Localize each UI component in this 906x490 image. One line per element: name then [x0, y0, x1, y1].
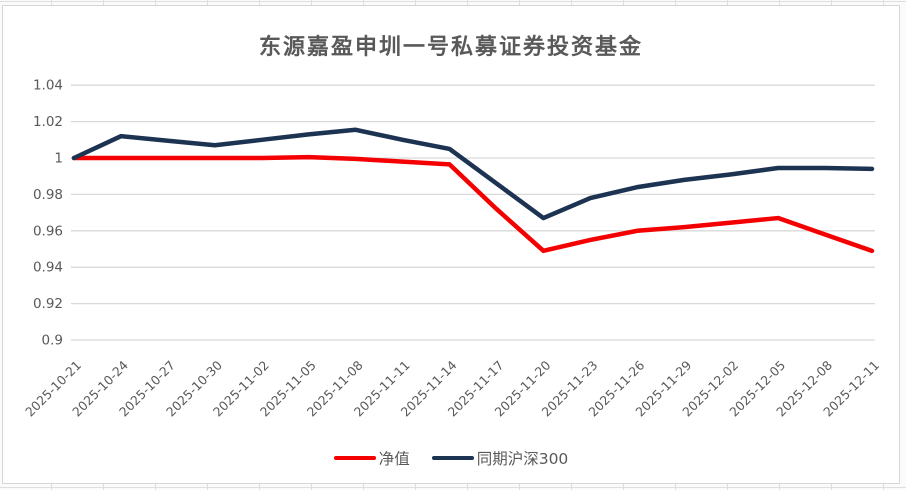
chart-title: 东源嘉盈申圳一号私募证券投资基金: [258, 35, 643, 60]
legend-swatch: [333, 455, 376, 461]
series-line: [71, 127, 875, 221]
series-line: [71, 154, 875, 254]
fund-performance-chart[interactable]: 1.04 1.02 1 0.98 0.96 0.94 0.92 0.9 2025-10-21 20…: [2, 5, 900, 484]
y-axis-tick-label: 0.96: [33, 223, 63, 239]
legend-label: 同期沪深300: [476, 450, 569, 468]
y-axis-tick-label: 1.02: [33, 114, 63, 130]
y-axis-tick-label: 1: [54, 151, 63, 167]
legend-item[interactable]: 同期沪深300: [431, 447, 569, 469]
legend-swatch: [431, 455, 474, 461]
y-axis-tick-label: 0.9: [42, 333, 63, 349]
cell-gridline-bottom: [0, 487, 906, 488]
chart-legend: 净值 同期沪深300: [3, 447, 899, 469]
cell-gridline-top: [0, 1, 906, 2]
y-axis-tick-label: 1.04: [33, 78, 63, 94]
y-axis-tick-label: 0.94: [33, 260, 63, 276]
legend-label: 净值: [378, 450, 410, 468]
y-axis-tick-label: 0.92: [33, 296, 63, 312]
y-axis-tick-label: 0.98: [33, 187, 63, 203]
legend-item[interactable]: 净值: [333, 447, 410, 469]
plot-area: 1.041.0210.980.960.940.920.92025-10-2120…: [22, 78, 882, 420]
